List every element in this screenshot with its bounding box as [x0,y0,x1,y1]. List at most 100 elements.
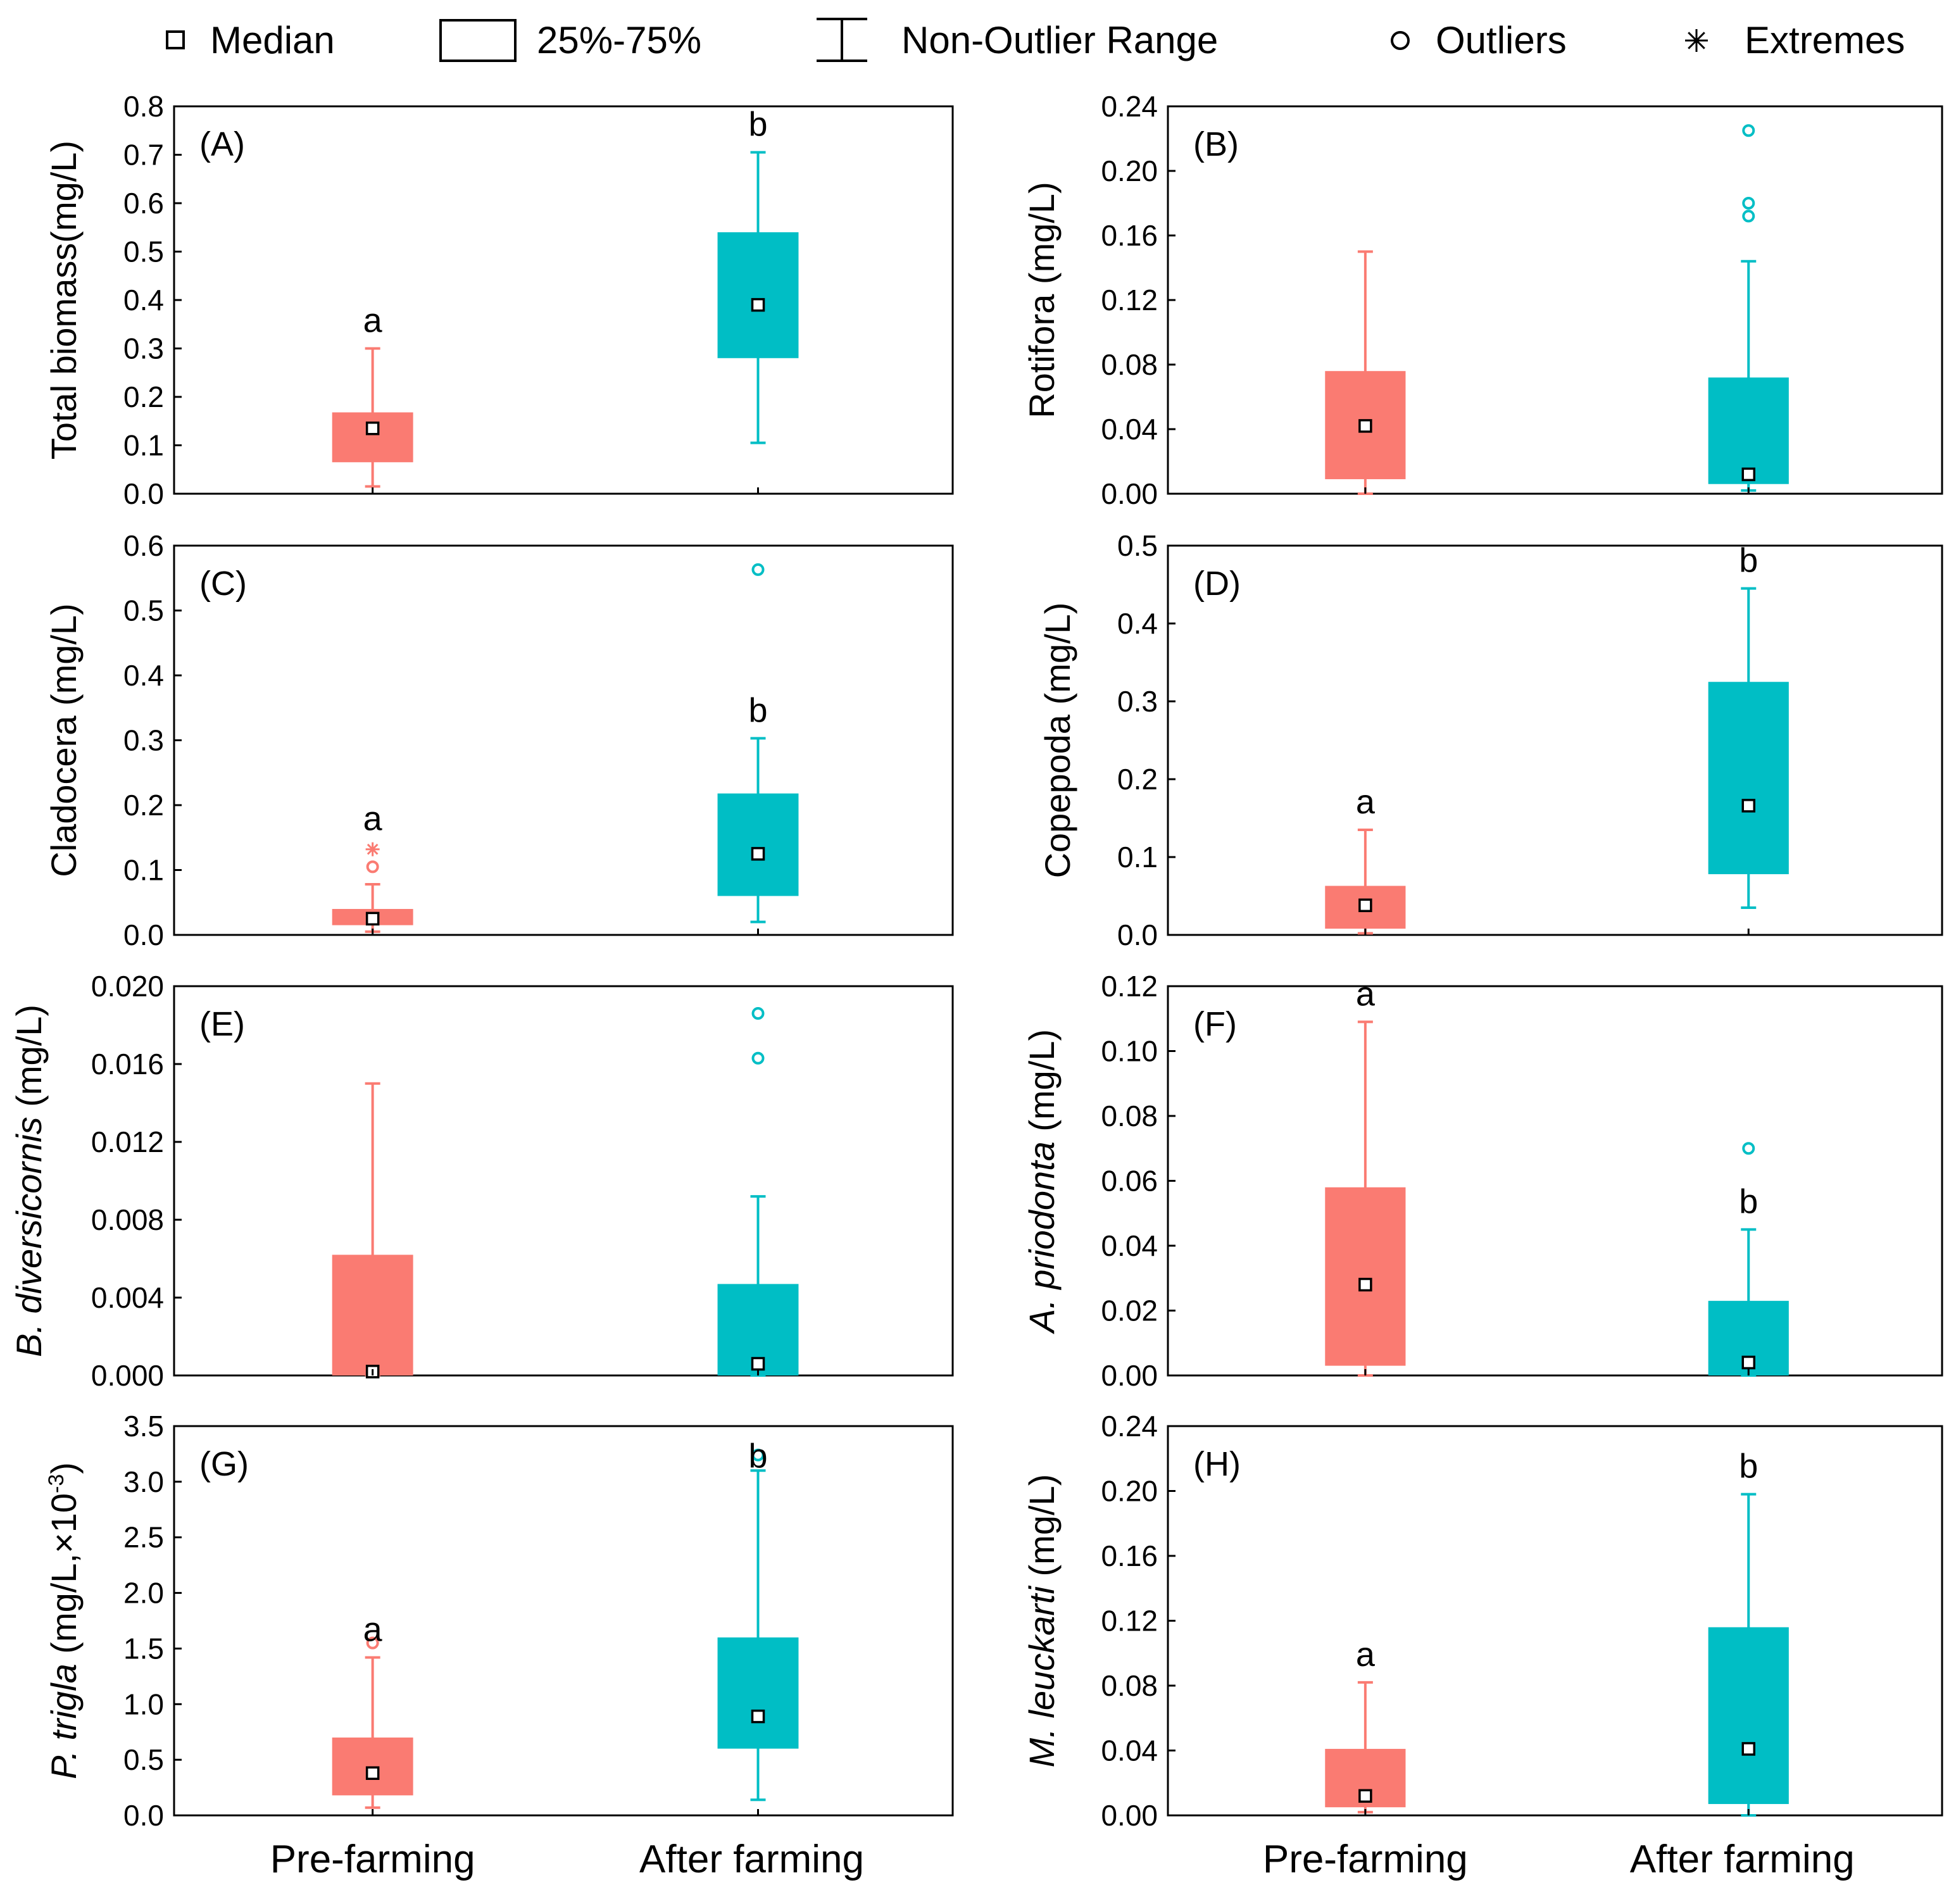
panel-d: 0.0 0.1 0.2 0.3 0.4 0.5 Copepoda (mg/L) (D) a b [1038,529,1943,951]
panel-c-significance-label: a [363,800,383,838]
panel-b-box-pre-farming [1325,250,1406,495]
panel-f-significance-label: a [1356,975,1376,1013]
panel-f: 0.00 0.02 0.04 0.06 0.08 0.10 0.12 A. priodonta… [1022,970,1943,1392]
panel-b-frame [1167,105,1943,495]
legend-whisker-label: Non-Outlier Range [901,19,1218,61]
panel-e-ylabel: B. diversicornis (mg/L) [9,1005,49,1357]
panel-h-ylabel: M. leuckarti (mg/L) [1022,1474,1062,1768]
panel-d-ylabel: Copepoda (mg/L) [1038,603,1077,879]
legend-outlier-label: Outliers [1436,19,1567,61]
panel-b-tag: (B) [1193,125,1239,163]
panel-a-ylabel: Total biomass(mg/L) [44,141,84,460]
panel-b: 0.00 0.04 0.08 0.12 0.16 0.20 0.24 Rotifora (mg… [1022,90,1943,510]
panel-a-ytick-label: 0.6 [123,187,164,220]
panel-a-ytick-label: 0.7 [123,139,164,172]
panel-e-ytick-label: 0.000 [91,1359,164,1392]
panel-f-median-marker [1741,1355,1755,1370]
legend-box-symbol [439,19,517,62]
panel-f-ytick-label: 0.02 [1101,1294,1158,1327]
panel-e-ytick-label: 0.004 [91,1281,164,1314]
panel-d-median-marker [1358,898,1372,913]
panel-c-frame [173,544,954,936]
panel-c-ytick-label: 0.4 [123,659,164,692]
panel-c-outlier [366,860,379,874]
panel-d-box-after-farming: b [1708,542,1789,909]
panel-c-outlier [751,563,765,576]
panel-e-outlier [751,1007,765,1020]
panel-h-box-after-farming: b [1708,1448,1789,1817]
panel-d-ytick-label: 0.4 [1117,607,1158,640]
panel-g-xtick-label: After farming [639,1838,864,1881]
panel-h: 0.00 0.04 0.08 0.12 0.16 0.20 0.24 M. leuckarti… [1022,1410,1943,1881]
panel-f-ytick-label: 0.08 [1101,1099,1158,1132]
panel-c-ytick-label: 0.0 [123,918,164,951]
panel-f-tag: (F) [1193,1005,1237,1043]
panel-a-median-marker [365,421,380,435]
panel-h-ytick-label: 0.16 [1101,1539,1158,1572]
panel-b-ytick-label: 0.08 [1101,348,1158,381]
panel-h-ytick-label: 0.00 [1101,1799,1158,1832]
panel-e-iqr-box [332,1255,413,1375]
panel-f-box-pre-farming: a [1325,975,1406,1377]
panel-c-box-after-farming: b [717,563,799,924]
panel-h-xtick-label: After farming [1630,1838,1855,1881]
panel-d-significance-label: b [1739,542,1758,580]
legend-box-label: 25%-75% [537,19,701,61]
panel-a-iqr-box [717,232,799,358]
legend-extreme-symbol [1685,29,1708,52]
panel-b-median-marker [1741,467,1755,482]
panel-a-box-after-farming: b [717,106,799,444]
panel-d-ytick-label: 0.1 [1117,841,1158,874]
panel-f-box-after-farming: b [1708,1142,1789,1377]
panel-e-median-marker [751,1356,765,1371]
panel-b-ytick-label: 0.04 [1101,413,1158,446]
panel-e-ytick-label: 0.020 [91,970,164,1003]
legend: Median 25%-75% Non-Outlier Range Outliers Ex… [166,18,1905,62]
panel-c-median-marker [751,847,765,861]
panel-e-box-pre-farming [332,1082,413,1379]
panel-f-ytick-label: 0.12 [1101,970,1158,1003]
panel-g-ytick-label: 1.0 [123,1688,164,1720]
panel-e-ytick-label: 0.016 [91,1048,164,1080]
panel-a-ytick-label: 0.1 [123,429,164,462]
panel-g-ytick-label: 3.5 [123,1410,164,1443]
panel-b-outlier [1742,124,1755,137]
panel-b-ytick-label: 0.00 [1101,477,1158,510]
panel-c-iqr-box [717,793,799,896]
panel-g-outlier [751,1448,765,1462]
legend-outlier-symbol [1391,31,1410,50]
panel-e-frame [173,985,954,1377]
panel-b-outlier [1742,197,1755,210]
panel-g-significance-label: b [748,1437,767,1475]
panel-a: 0.0 0.1 0.2 0.3 0.4 0.5 0.6 0.7 0.8 Total biomass… [44,90,954,510]
panel-c: 0.0 0.1 0.2 0.3 0.4 0.5 0.6 Cladocera (mg/L) (C)… [44,529,954,951]
panel-g-ytick-label: 2.5 [123,1521,164,1554]
panel-g: 0.0 0.5 1.0 1.5 2.0 2.5 3.0 3.5 P. trigla (mg/L,… [44,1410,954,1881]
panel-h-significance-label: a [1356,1636,1376,1674]
panel-b-ytick-label: 0.24 [1101,90,1158,123]
panel-a-ytick-label: 0.0 [123,477,164,510]
panel-f-significance-label: b [1739,1182,1758,1220]
panel-h-ytick-label: 0.12 [1101,1605,1158,1638]
panel-h-iqr-box [1708,1627,1789,1805]
panel-g-median-marker [365,1766,380,1780]
panel-d-box-pre-farming: a [1325,783,1406,935]
panel-a-ytick-label: 0.3 [123,332,164,365]
panel-f-outlier [1742,1142,1755,1155]
panel-g-ytick-label: 0.0 [123,1799,164,1832]
panel-a-median-marker [751,298,765,312]
panel-a-tag: (A) [199,125,245,163]
panel-c-ytick-label: 0.5 [123,594,164,627]
panel-d-ytick-label: 0.5 [1117,529,1158,562]
panel-a-frame [173,105,954,495]
panel-h-ytick-label: 0.24 [1101,1410,1158,1443]
panel-g-median-marker [751,1709,765,1724]
panel-h-ytick-label: 0.20 [1101,1475,1158,1508]
panel-f-frame [1167,985,1943,1377]
panel-f-ylabel: A. priodonta (mg/L) [1022,1029,1062,1334]
panel-d-median-marker [1741,799,1755,813]
panel-g-tag: (G) [199,1445,249,1483]
panel-b-ytick-label: 0.12 [1101,284,1158,316]
panel-e-box-after-farming [717,1007,799,1377]
